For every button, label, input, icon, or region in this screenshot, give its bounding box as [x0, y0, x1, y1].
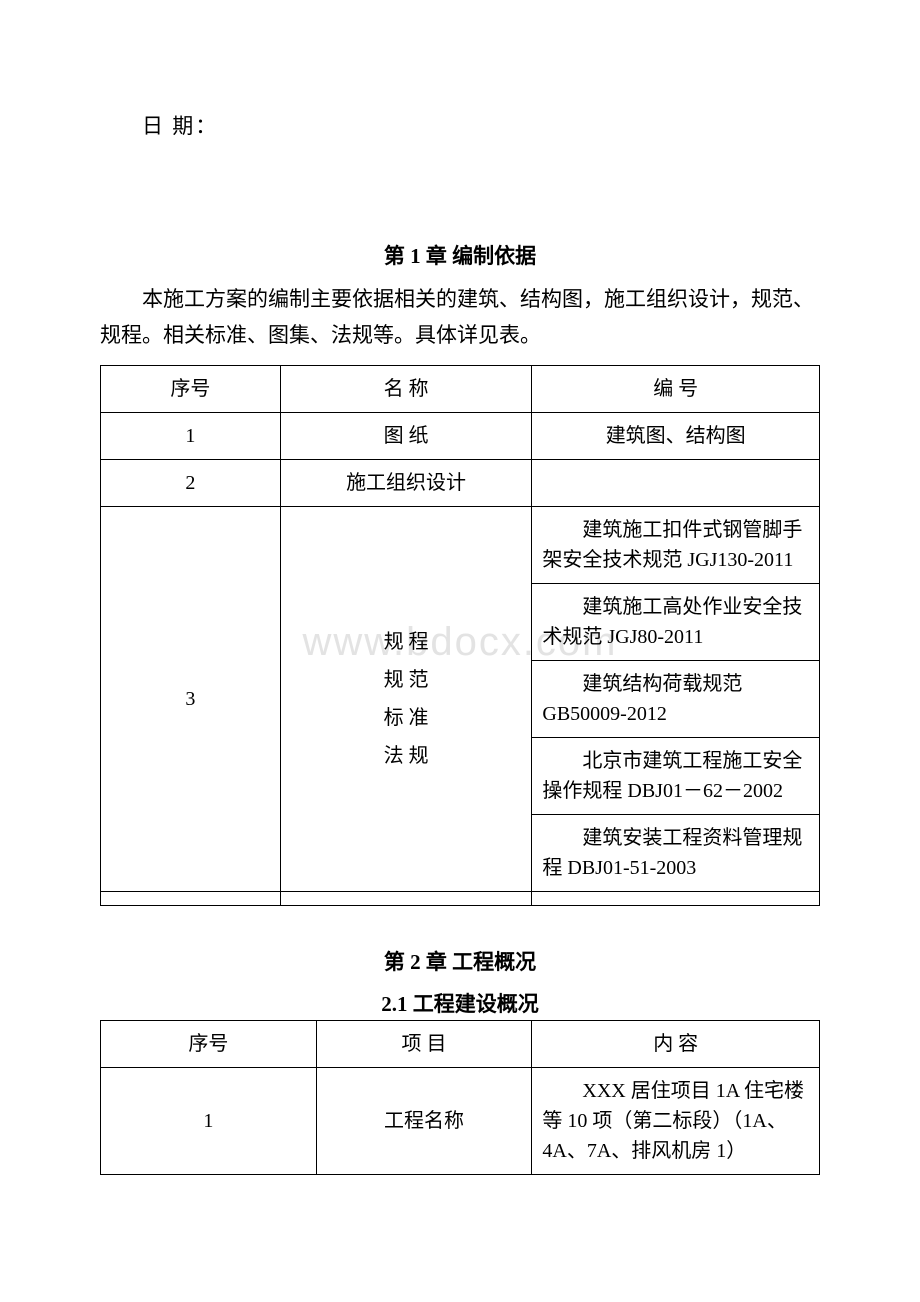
date-label: 日 期： — [142, 110, 820, 140]
td-code: XXX 居住项目 1A 住宅楼等 10 项（第二标段）（1A、4A、7A、排风机… — [532, 1068, 820, 1175]
table-row: 序号 名 称 编 号 — [101, 366, 820, 413]
table-row: 序号 项 目 内 容 — [101, 1021, 820, 1068]
td-name: 工程名称 — [316, 1068, 532, 1175]
td-seq: 1 — [101, 1068, 317, 1175]
td-code: 建筑施工扣件式钢管脚手架安全技术规范 JGJ130-2011 — [532, 507, 820, 584]
th-seq: 序号 — [101, 1021, 317, 1068]
chapter2-heading: 第 2 章 工程概况 — [100, 946, 820, 976]
chapter1-heading: 第 1 章 编制依据 — [100, 240, 820, 270]
table-overview: 序号 项 目 内 容 1 工程名称 XXX 居住项目 1A 住宅楼等 10 项（… — [100, 1020, 820, 1175]
td-code: 建筑安装工程资料管理规程 DBJ01-51-2003 — [532, 815, 820, 892]
th-seq: 序号 — [101, 366, 281, 413]
section2-1-heading: 2.1 工程建设概况 — [100, 988, 820, 1018]
table-row: 3 规 程规 范标 准法 规 建筑施工扣件式钢管脚手架安全技术规范 JGJ130… — [101, 507, 820, 584]
td-code: 建筑图、结构图 — [532, 413, 820, 460]
td-code: 建筑施工高处作业安全技术规范 JGJ80-2011 — [532, 584, 820, 661]
td-seq: 2 — [101, 460, 281, 507]
table-row: 1 图 纸 建筑图、结构图 — [101, 413, 820, 460]
table-row — [101, 892, 820, 906]
td-code: 北京市建筑工程施工安全操作规程 DBJ01－62－2002 — [532, 738, 820, 815]
table-row: 2 施工组织设计 — [101, 460, 820, 507]
th-name: 名 称 — [280, 366, 532, 413]
td-empty — [280, 892, 532, 906]
table-basis: 序号 名 称 编 号 1 图 纸 建筑图、结构图 2 施工组织设计 3 规 程规… — [100, 365, 820, 906]
td-code: 建筑结构荷载规范 GB50009-2012 — [532, 661, 820, 738]
chapter1-paragraph: 本施工方案的编制主要依据相关的建筑、结构图，施工组织设计，规范、规程。相关标准、… — [100, 282, 820, 353]
td-empty — [101, 892, 281, 906]
td-seq: 3 — [101, 507, 281, 892]
td-code — [532, 460, 820, 507]
th-code: 内 容 — [532, 1021, 820, 1068]
page-content: 日 期： 第 1 章 编制依据 本施工方案的编制主要依据相关的建筑、结构图，施工… — [100, 110, 820, 1175]
td-empty — [532, 892, 820, 906]
table-row: 1 工程名称 XXX 居住项目 1A 住宅楼等 10 项（第二标段）（1A、4A… — [101, 1068, 820, 1175]
td-seq: 1 — [101, 413, 281, 460]
td-name: 施工组织设计 — [280, 460, 532, 507]
td-name: 图 纸 — [280, 413, 532, 460]
th-name: 项 目 — [316, 1021, 532, 1068]
th-code: 编 号 — [532, 366, 820, 413]
td-name-multiline: 规 程规 范标 准法 规 — [280, 507, 532, 892]
